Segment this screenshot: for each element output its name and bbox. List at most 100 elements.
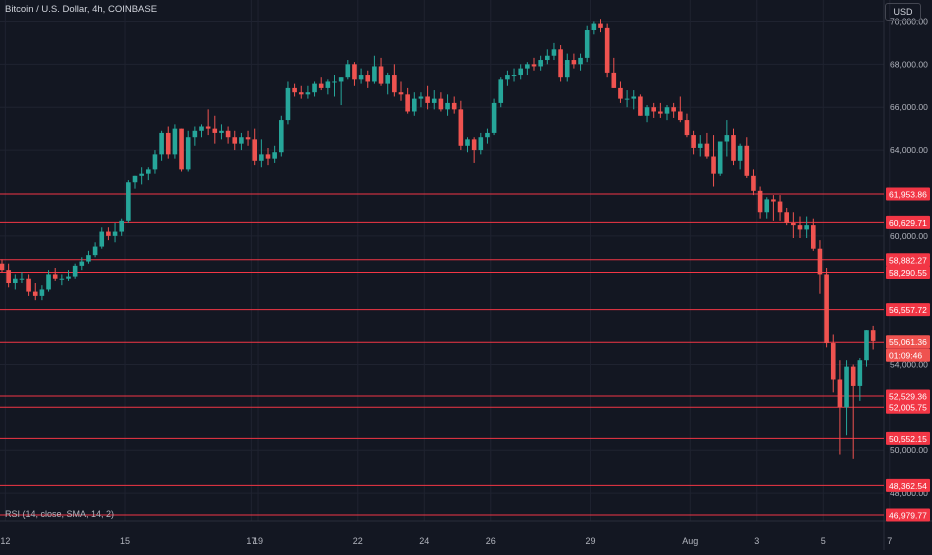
candle-body [92, 246, 98, 256]
candle-body [431, 98, 437, 103]
candle-body [717, 141, 723, 174]
candle-body [844, 366, 849, 408]
candle-body [372, 66, 377, 82]
candle-body [777, 201, 783, 213]
candle-body [564, 60, 570, 78]
candle-body [358, 75, 364, 80]
price-level-label: 46,979.77 [889, 511, 927, 521]
candle-body [405, 94, 410, 112]
candle-body [132, 175, 138, 183]
candle-body [624, 98, 630, 100]
x-tick-label: Aug [682, 536, 698, 546]
candle-body [518, 68, 523, 76]
candle-body [265, 154, 271, 159]
candle-body [784, 212, 789, 223]
candle-body [751, 175, 756, 191]
candle-body [697, 143, 703, 148]
candle-body [112, 231, 118, 236]
candle-body [185, 137, 191, 170]
candle-body [279, 120, 284, 153]
price-level-label-bg [886, 389, 930, 403]
candle-body [558, 49, 563, 78]
price-level-label-bg [886, 478, 930, 492]
candle-body [664, 107, 670, 114]
x-tick-label: 26 [486, 536, 496, 546]
candle-body [498, 79, 504, 103]
price-level-label: 60,629.71 [889, 218, 927, 228]
candle-body [531, 64, 537, 67]
candle-body [671, 107, 676, 112]
y-tick-label: 64,000.00 [890, 145, 928, 155]
candle-body [724, 135, 730, 142]
candle-body [691, 135, 696, 148]
candle-body [285, 87, 291, 121]
last-price-label: 55,061.36 [889, 337, 927, 347]
price-level-label-bg [886, 187, 930, 201]
rsi-indicator-label[interactable]: RSI (14, close, SMA, 14, 2) [5, 509, 115, 519]
candle-body [172, 128, 178, 155]
candle-body [684, 120, 690, 136]
y-tick-label: 54,000.00 [890, 359, 928, 369]
x-tick-label: 7 [887, 536, 892, 546]
symbol-title: Bitcoin / U.S. Dollar, 4h, COINBASE [5, 4, 158, 15]
candle-body [830, 343, 836, 380]
candle-body [797, 225, 803, 230]
candle-body [192, 130, 198, 138]
candle-body [352, 64, 357, 80]
x-tick-label: 24 [419, 536, 429, 546]
price-level-label-bg [886, 253, 930, 267]
candle-body [325, 81, 331, 88]
candle-body [19, 278, 25, 280]
candle-body [817, 248, 823, 275]
candle-body [152, 154, 158, 170]
currency-button[interactable]: USD [885, 3, 921, 21]
candle-body [398, 92, 404, 95]
candle-body [272, 152, 277, 159]
candle-body [525, 64, 530, 69]
candle-body [505, 75, 510, 80]
candle-body [318, 83, 324, 88]
candle-body [438, 98, 444, 110]
candle-body [618, 87, 623, 99]
y-tick-label: 48,000.00 [890, 488, 928, 498]
y-tick-label: 68,000.00 [890, 59, 928, 69]
candle-body [239, 137, 244, 144]
candle-body [199, 126, 204, 131]
x-tick-label: 17 [246, 536, 256, 546]
candle-body [578, 57, 583, 65]
x-tick-label: 12 [0, 536, 10, 546]
candle-body [771, 199, 776, 202]
candle-body [491, 102, 497, 133]
candle-body [418, 96, 424, 99]
candle-body [212, 128, 218, 133]
candle-body [225, 130, 231, 138]
candle-body [165, 132, 171, 155]
x-tick-label: 19 [253, 536, 263, 546]
candle-body [651, 107, 656, 112]
price-level-label-bg [886, 265, 930, 279]
candle-body [478, 137, 484, 151]
candle-body [465, 139, 470, 146]
y-tick-label: 70,000.00 [890, 16, 928, 26]
candle-body [378, 66, 384, 84]
price-level-label: 52,005.75 [889, 403, 927, 413]
candle-body [425, 96, 430, 103]
candle-body [804, 225, 809, 230]
candle-body [824, 274, 829, 344]
candle-body [298, 92, 304, 95]
price-level-label-bg [886, 508, 930, 522]
candle-body [259, 154, 264, 161]
candle-body [245, 137, 251, 140]
candle-body [46, 274, 51, 290]
x-tick-label: 5 [821, 536, 826, 546]
candle-body [39, 289, 45, 296]
price-level-label-bg [886, 431, 930, 445]
price-level-label: 50,552.15 [889, 434, 927, 444]
candle-body [292, 87, 297, 93]
x-tick-label: 15 [120, 536, 130, 546]
candle-body [451, 102, 457, 110]
candle-body [312, 83, 317, 93]
candle-body [392, 75, 397, 93]
